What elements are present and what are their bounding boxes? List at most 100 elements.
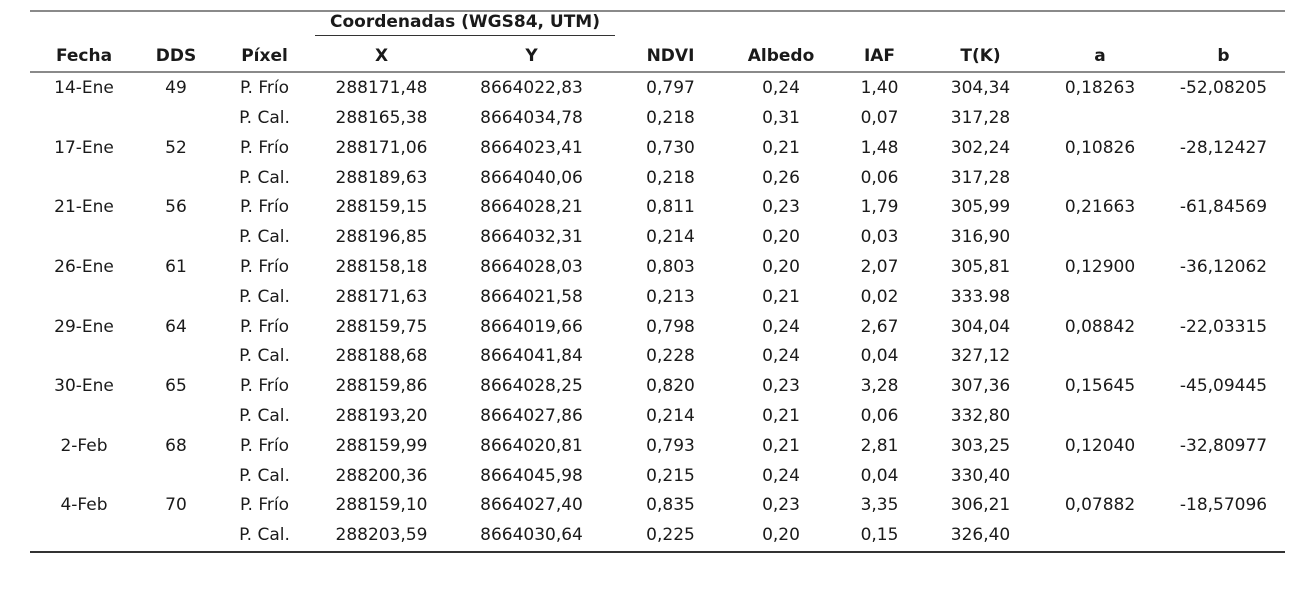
header-group-spacer-ndvi [615, 12, 726, 36]
cell-a: 0,10826 [1064, 137, 1136, 158]
cell-albedo: 0,24 [762, 465, 800, 486]
cell-a: 0,12900 [1064, 256, 1136, 277]
column-header-tk: T(K) [960, 46, 1001, 66]
table-row: 26-Ene 61 P. Frío 288158,18 8664028,03 0,803 0… [30, 253, 1285, 283]
cell-dds [138, 521, 214, 552]
cell-ndvi: 0,797 [646, 78, 695, 98]
cell-fecha: 14-Ene [54, 78, 114, 98]
cell-a [1038, 462, 1162, 492]
cell-b [1162, 342, 1285, 372]
cell-fecha: 26-Ene [54, 256, 114, 277]
table-row: P. Cal. 288189,63 8664040,06 0,218 0,26 0,06 3… [30, 164, 1285, 194]
cell-dds [138, 164, 214, 194]
cell-tk: 326,40 [950, 525, 1011, 546]
cell-a: 0,21663 [1064, 197, 1136, 218]
cell-ndvi: 0,225 [646, 525, 695, 546]
cell-pixel: P. Cal. [239, 405, 290, 426]
cell-x: 288188,68 [335, 346, 428, 367]
cell-tk: 304,04 [950, 316, 1011, 337]
cell-tk: 333.98 [950, 286, 1011, 307]
cell-tk: 307,36 [950, 376, 1011, 397]
cell-x: 288159,86 [335, 376, 428, 397]
cell-dds: 64 [165, 316, 187, 337]
measurements-table: Coordenadas (WGS84, UTM) [30, 10, 1285, 554]
cell-dds [138, 283, 214, 313]
cell-tk: 305,81 [950, 256, 1011, 277]
cell-dds: 65 [165, 376, 187, 397]
cell-b [1162, 223, 1285, 253]
cell-iaf: 0,07 [860, 108, 899, 128]
cell-a [1038, 223, 1162, 253]
header-group-spacer-dds [138, 12, 214, 36]
cell-ndvi: 0,228 [646, 346, 695, 367]
cell-pixel: P. Frío [239, 256, 290, 277]
cell-tk: 303,25 [950, 435, 1011, 456]
cell-b [1162, 402, 1285, 432]
cell-x: 288159,10 [335, 495, 428, 516]
table-row: 14-Ene 49 P. Frío 288171,48 8664022,83 0,797 0… [30, 73, 1285, 104]
cell-ndvi: 0,835 [646, 495, 695, 516]
cell-y: 8664021,58 [480, 286, 583, 307]
cell-iaf: 0,03 [860, 227, 899, 248]
cell-tk: 317,28 [950, 108, 1011, 128]
header-group-spacer-b [1162, 12, 1285, 36]
cell-a [1038, 104, 1162, 134]
cell-fecha: 17-Ene [54, 137, 114, 158]
cell-pixel: P. Frío [239, 137, 290, 158]
cell-y: 8664023,41 [480, 137, 583, 158]
cell-b [1162, 283, 1285, 313]
cell-iaf: 1,48 [860, 137, 899, 158]
cell-ndvi: 0,218 [646, 167, 695, 188]
cell-fecha: 4-Feb [60, 495, 108, 516]
cell-tk: 305,99 [950, 197, 1011, 218]
cell-y: 8664027,86 [480, 405, 583, 426]
cell-ndvi: 0,213 [646, 286, 695, 307]
cell-x: 288193,20 [335, 405, 428, 426]
cell-y: 8664045,98 [480, 465, 583, 486]
cell-fecha: 21-Ene [54, 197, 114, 218]
cell-a: 0,07882 [1064, 495, 1136, 516]
cell-albedo: 0,20 [762, 227, 800, 248]
cell-pixel: P. Frío [239, 316, 290, 337]
header-coordenadas-group: Coordenadas (WGS84, UTM) [329, 12, 600, 32]
cell-y: 8664040,06 [480, 167, 583, 188]
cell-tk: 332,80 [950, 405, 1011, 426]
cell-iaf: 2,07 [860, 256, 899, 277]
cell-b [1162, 521, 1285, 552]
cell-b: -18,57096 [1179, 495, 1268, 516]
cell-x: 288165,38 [335, 108, 428, 128]
table-row: P. Cal. 288188,68 8664041,84 0,228 0,24 0,04 3… [30, 342, 1285, 372]
cell-iaf: 0,02 [860, 286, 899, 307]
cell-fecha: 2-Feb [60, 435, 108, 456]
cell-a [1038, 342, 1162, 372]
cell-iaf: 1,79 [860, 197, 899, 218]
cell-iaf: 0,04 [860, 465, 899, 486]
cell-albedo: 0,24 [762, 78, 800, 98]
cell-albedo: 0,21 [762, 137, 800, 158]
cell-y: 8664028,21 [480, 197, 583, 218]
cell-pixel: P. Cal. [239, 227, 290, 248]
cell-fecha [30, 104, 138, 134]
cell-tk: 306,21 [950, 495, 1011, 516]
cell-pixel: P. Frío [239, 376, 290, 397]
cell-x: 288171,06 [335, 137, 428, 158]
table-row: 17-Ene 52 P. Frío 288171,06 8664023,41 0,730 0… [30, 134, 1285, 164]
cell-ndvi: 0,798 [646, 316, 695, 337]
header-group-row: Coordenadas (WGS84, UTM) [30, 12, 1285, 36]
header-group-spacer-a [1038, 12, 1162, 36]
cell-iaf: 0,06 [860, 405, 899, 426]
cell-tk: 316,90 [950, 227, 1011, 248]
cell-b [1162, 164, 1285, 194]
table-row: P. Cal. 288193,20 8664027,86 0,214 0,21 0,06 3… [30, 402, 1285, 432]
column-header-y: Y [525, 46, 538, 66]
cell-albedo: 0,21 [762, 405, 800, 426]
cell-pixel: P. Cal. [239, 108, 290, 128]
cell-fecha [30, 283, 138, 313]
cell-y: 8664028,03 [480, 256, 583, 277]
table-row: P. Cal. 288165,38 8664034,78 0,218 0,31 0,07 3… [30, 104, 1285, 134]
cell-iaf: 3,28 [860, 376, 899, 397]
cell-albedo: 0,24 [762, 346, 800, 367]
cell-pixel: P. Cal. [239, 525, 290, 546]
column-header-b: b [1217, 46, 1230, 66]
table-body: 14-Ene 49 P. Frío 288171,48 8664022,83 0,797 0… [30, 73, 1285, 552]
